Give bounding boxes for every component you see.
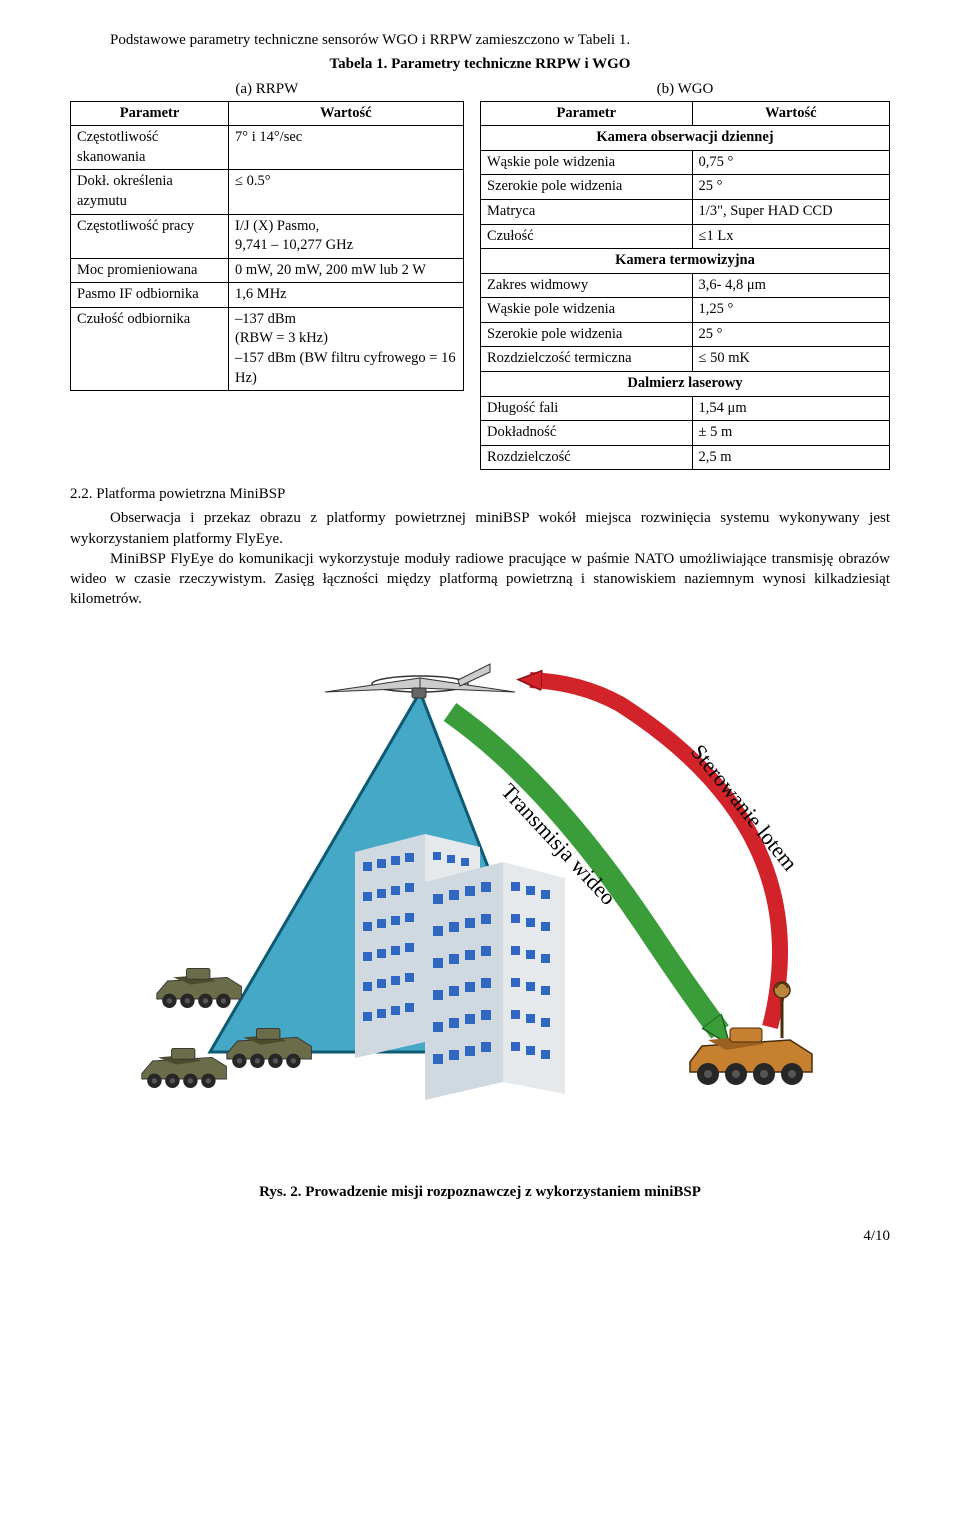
table-a: Parametr Wartość Częstotliwość skanowani… [70,101,464,391]
cell-param: Rozdzielczość [481,445,693,470]
table-row: Dokładność± 5 m [481,421,890,446]
cell-value: 25 ° [692,175,889,200]
table-row: Wąskie pole widzenia0,75 ° [481,150,890,175]
table-row: Parametr Wartość [481,101,890,126]
cell-param: Częstotliwość skanowania [71,126,229,170]
cell-value: 2,5 m [692,445,889,470]
cell-value: ≤ 50 mK [692,347,889,372]
cell-param: Wąskie pole widzenia [481,150,693,175]
table-row: Szerokie pole widzenia25 ° [481,175,890,200]
subhead-a: (a) RRPW [70,79,464,99]
cell-param: Pasmo IF odbiornika [71,283,229,308]
figure-2: Transmisja wideo Sterowanie lotem [130,632,830,1172]
buildings [355,834,565,1100]
cell-value: 1,25 ° [692,298,889,323]
table-row: Częstotliwość skanowania7° i 14°/sec [71,126,464,170]
table-row: Matryca1/3", Super HAD CCD [481,200,890,225]
figure-caption: Rys. 2. Prowadzenie misji rozpoznawczej … [70,1182,890,1202]
cell-value: 0,75 ° [692,150,889,175]
section-title: 2.2. Platforma powietrzna MiniBSP [70,484,890,504]
cell-param: Częstotliwość pracy [71,214,229,258]
cell-param: Moc promieniowana [71,258,229,283]
table-row: Dokł. określenia azymutu≤ 0.5° [71,170,464,214]
table-a-header-param: Parametr [71,101,229,126]
cell-value: 1/3", Super HAD CCD [692,200,889,225]
paragraph-2: MiniBSP FlyEye do komunikacji wykorzystu… [70,549,890,610]
cell-param: Szerokie pole widzenia [481,175,693,200]
label-sterowanie: Sterowanie lotem [686,739,803,875]
page-number: 4/10 [70,1226,890,1246]
table-row: Parametr Wartość [71,101,464,126]
cell-value: 7° i 14°/sec [229,126,464,170]
table-row: Dalmierz laserowy [481,371,890,396]
cell-param: Rozdzielczość termiczna [481,347,693,372]
table-a-header-value: Wartość [229,101,464,126]
cell-param: Zakres widmowy [481,273,693,298]
table-row: Długość fali1,54 μm [481,396,890,421]
cell-value: 1,54 μm [692,396,889,421]
cell-value: –137 dBm (RBW = 3 kHz) –157 dBm (BW filt… [229,307,464,390]
table-row: Pasmo IF odbiornika1,6 MHz [71,283,464,308]
cell-param: Czułość [481,224,693,249]
table-row: Czułość≤1 Lx [481,224,890,249]
table-row: Moc promieniowana0 mW, 20 mW, 200 mW lub… [71,258,464,283]
tables-container: (a) RRPW Parametr Wartość Częstotliwość … [70,79,890,471]
cell-param: Szerokie pole widzenia [481,322,693,347]
table-row: Częstotliwość pracyI/J (X) Pasmo, 9,741 … [71,214,464,258]
section-header: Dalmierz laserowy [481,371,890,396]
uav-icon [325,664,515,698]
table-row: Wąskie pole widzenia1,25 ° [481,298,890,323]
paragraph-1: Obserwacja i przekaz obrazu z platformy … [70,508,890,549]
cell-value: I/J (X) Pasmo, 9,741 – 10,277 GHz [229,214,464,258]
subhead-b: (b) WGO [480,79,890,99]
cell-param: Długość fali [481,396,693,421]
section-header: Kamera obserwacji dziennej [481,126,890,151]
cell-value: 1,6 MHz [229,283,464,308]
cell-value: 3,6- 4,8 μm [692,273,889,298]
table-row: Szerokie pole widzenia25 ° [481,322,890,347]
section-header: Kamera termowizyjna [481,249,890,274]
table-b-header-value: Wartość [692,101,889,126]
cell-value: ≤1 Lx [692,224,889,249]
table-row: Kamera termowizyjna [481,249,890,274]
table-b: Parametr Wartość Kamera obserwacji dzien… [480,101,890,470]
figure-svg: Transmisja wideo Sterowanie lotem [130,632,830,1172]
cell-param: Matryca [481,200,693,225]
cell-param: Dokł. określenia azymutu [71,170,229,214]
table-b-column: (b) WGO Parametr Wartość Kamera obserwac… [480,79,890,471]
table-caption: Tabela 1. Parametry techniczne RRPW i WG… [70,54,890,74]
cell-value: ≤ 0.5° [229,170,464,214]
cell-value: 25 ° [692,322,889,347]
table-b-header-param: Parametr [481,101,693,126]
table-a-column: (a) RRPW Parametr Wartość Częstotliwość … [70,79,464,471]
table-row: Zakres widmowy3,6- 4,8 μm [481,273,890,298]
table-row: Czułość odbiornika–137 dBm (RBW = 3 kHz)… [71,307,464,390]
intro-text: Podstawowe parametry techniczne sensorów… [70,30,890,50]
cell-param: Dokładność [481,421,693,446]
cell-param: Czułość odbiornika [71,307,229,390]
table-row: Rozdzielczość termiczna≤ 50 mK [481,347,890,372]
cell-value: 0 mW, 20 mW, 200 mW lub 2 W [229,258,464,283]
table-row: Kamera obserwacji dziennej [481,126,890,151]
cell-param: Wąskie pole widzenia [481,298,693,323]
cell-value: ± 5 m [692,421,889,446]
table-row: Rozdzielczość2,5 m [481,445,890,470]
